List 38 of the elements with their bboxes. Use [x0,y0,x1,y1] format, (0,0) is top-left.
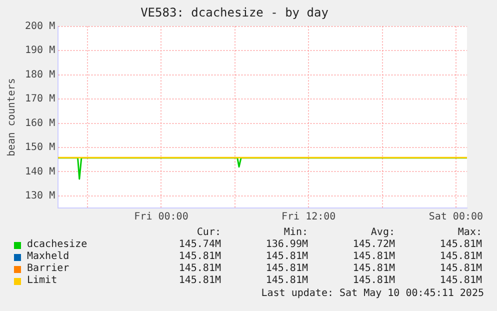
text: 136.99M [264,239,308,251]
text: 145.72M [352,239,395,251]
text: Avg: [370,227,395,239]
text: 145.81M [438,263,482,275]
y-tick-label: 160 M [24,118,56,129]
x-tick-label: Sat 00:00 [428,212,484,223]
text: 145.81M [438,275,482,287]
text: Min: [282,227,308,239]
text: 145.81M [438,251,482,263]
y-axis-title: bean counters [6,78,18,156]
text: 145.81M [178,251,221,263]
text: 145.74M [178,239,221,251]
text: 145.81M [352,263,395,275]
y-tick-label: 190 M [24,45,56,56]
text: 145.81M [352,251,395,263]
y-tick-label: 130 M [24,190,56,202]
legend-label: Maxheld [27,251,70,263]
x-tick-label: Fri 00:00 [134,212,188,223]
text: Cur: [196,227,221,239]
text: 145.81M [264,251,308,263]
chart-title: VE583: dcachesize - by day [140,5,328,20]
y-tick-label: 140 M [24,166,56,178]
y-tick-label: 200 M [24,20,56,32]
text: 145.81M [352,275,395,287]
text: 145.81M [178,275,221,287]
x-tick-label: Fri 12:00 [282,212,336,223]
text: 145.81M [438,239,482,251]
text: Max: [456,227,482,239]
y-tick-label: 150 M [24,142,56,154]
y-tick-label: 180 M [24,69,56,80]
text: 145.81M [178,263,221,275]
y-tick-label: 170 M [24,94,56,105]
text: 145.81M [264,275,308,287]
text: 145.81M [264,263,308,275]
legend-label: Barrier [27,263,70,275]
text: Last update: Sat May 10 00:45:11 2025 [261,288,484,299]
legend-label: dcachesize [27,239,88,251]
legend-label: Limit [27,275,58,287]
